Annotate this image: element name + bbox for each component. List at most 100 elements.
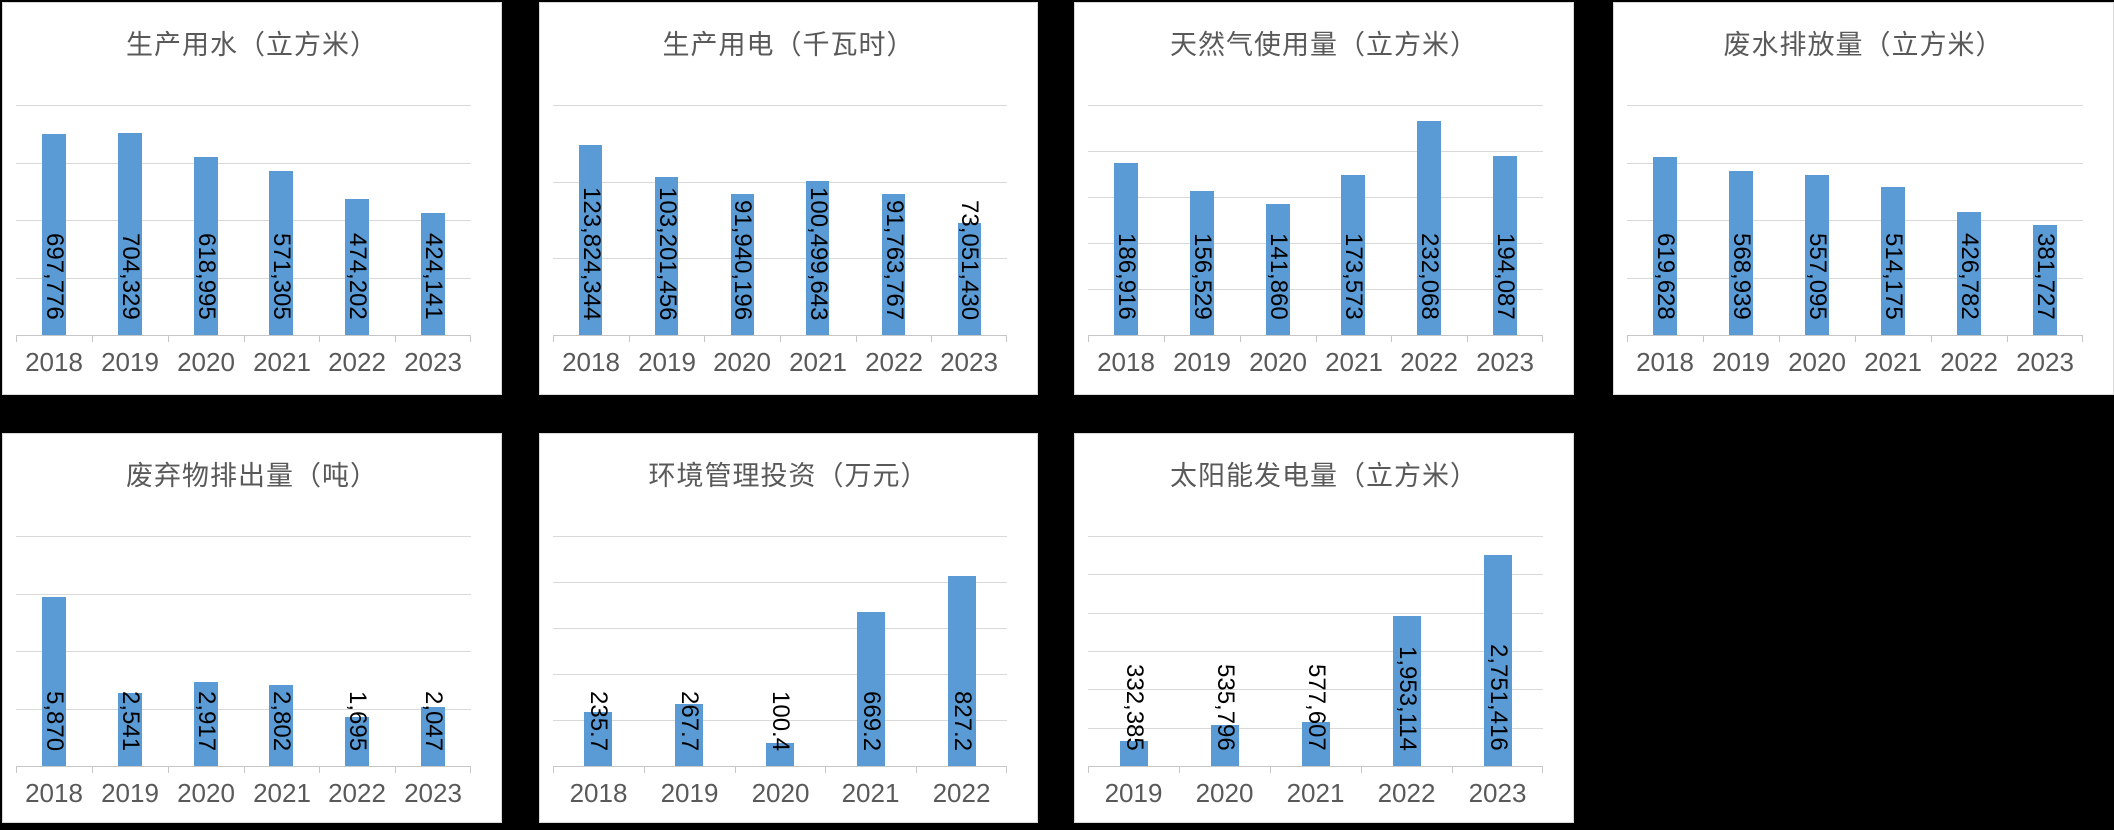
x-tick-label: 2021 [1864,347,1922,377]
axis-tick [16,335,17,342]
gridline [1088,105,1543,106]
x-tick-label: 2020 [177,778,235,808]
x-axis-labels: 2018 2019 2020 2021 2022 2023 [16,778,471,812]
x-tick-label: 2018 [1097,347,1155,377]
bar-value-label: 2,802 [268,690,295,751]
bar-value-label: 1,695 [344,690,371,751]
bar-2021 [1881,187,1905,335]
x-tick-label: 2022 [932,778,991,808]
bar-2020 [194,682,218,766]
axis-tick [92,335,93,342]
bar-2022 [948,576,976,766]
bar-value-label: 535,796 [1212,664,1239,751]
axis-tick [16,766,17,773]
chart-solar-power: 太阳能发电量（立方米） 332,385 535,796 577,607 1,953,1… [1074,433,1574,823]
gridline [1088,151,1543,152]
axis-tick [1006,766,1007,773]
axis-tick [1006,335,1007,342]
chart-title: 生产用电（千瓦时） [662,30,915,60]
bar-2020 [1266,204,1290,335]
x-tick-label: 2019 [660,778,719,808]
bar-value-label: 100.4 [767,690,794,751]
axis-tick [931,335,932,342]
bar-value-label: 103,201,456 [654,186,681,320]
bar-2020 [194,157,218,335]
bar-2023 [421,707,445,766]
axis-tick [168,766,169,773]
gridline [1088,574,1543,575]
bar-value-label: 267.7 [676,690,703,751]
x-axis-labels: 2018 2019 2020 2021 2022 [553,778,1007,812]
x-axis-labels: 2018 2019 2020 2021 2022 2023 [1627,347,2083,381]
bar-2020 [731,194,754,335]
bar-value-label: 91,940,196 [729,199,756,320]
x-tick-label: 2018 [25,778,83,808]
x-tick-label: 2022 [328,347,386,377]
chart-title: 环境管理投资（万元） [648,461,929,491]
chart-waste-output: 废弃物排出量（吨） 5,870 2,541 2,917 2,802 1,695 2,047… [2,433,502,823]
plot-area: 332,385 535,796 577,607 1,953,114 2,751,416 [1088,536,1543,773]
axis-tick [1779,335,1780,342]
bar-2018 [1653,157,1677,335]
bar-value-label: 73,051,430 [956,199,983,320]
axis-tick [168,335,169,342]
axis-tick [470,766,471,773]
gridline [16,220,471,221]
axis-tick [92,766,93,773]
axis-tick [1179,766,1180,773]
bar-2023 [2033,225,2057,335]
bar-value-label: 704,329 [117,233,144,320]
gridline [1088,289,1543,290]
gridline [1088,197,1543,198]
bar-2021 [269,171,293,335]
bar-2023 [1484,555,1512,766]
gridline [553,258,1007,259]
axis-tick [2007,335,2008,342]
axis-tick [735,766,736,773]
bar-value-label: 123,824,344 [578,186,605,320]
gridline [553,674,1007,675]
x-tick-label: 2021 [841,778,900,808]
axis-tick [1164,335,1165,342]
bar-2022 [1417,121,1441,335]
axis-tick [1931,335,1932,342]
bar-2021 [806,181,829,335]
bar-value-label: 669.2 [858,690,885,751]
axis-tick [244,766,245,773]
plot-area: 697,776 704,329 618,995 571,305 474,202 424,1… [16,105,471,342]
bar-value-label: 2,047 [420,690,447,751]
axis-tick [395,335,396,342]
gridline [16,651,471,652]
x-tick-label: 2023 [404,347,462,377]
bar-value-label: 2,917 [193,690,220,751]
bar-2019 [675,704,703,766]
bar-value-label: 424,141 [420,233,447,320]
axis-tick [780,335,781,342]
gridline [1088,651,1543,652]
axis-tick [629,335,630,342]
axis-tick [1316,335,1317,342]
axis-tick [470,335,471,342]
gridline [16,105,471,106]
chart-title: 太阳能发电量（立方米） [1170,461,1478,491]
x-tick-label: 2022 [865,347,923,377]
x-axis-labels: 2018 2019 2020 2021 2022 2023 [1088,347,1543,381]
bar-2022 [882,194,905,335]
x-tick-label: 2023 [1468,778,1527,808]
axis-tick [916,766,917,773]
bar-2018 [579,145,602,335]
x-tick-label: 2018 [25,347,83,377]
gridline [1627,278,2083,279]
x-axis-labels: 2018 2019 2020 2021 2022 2023 [553,347,1007,381]
bar-value-label: 2,541 [117,690,144,751]
bar-value-label: 514,175 [1880,233,1907,320]
bar-2019 [118,693,142,766]
gridline [1627,163,2083,164]
x-tick-label: 2021 [253,347,311,377]
chart-production-water: 生产用水（立方米） 697,776 704,329 618,995 571,305 47… [2,2,502,395]
plot-area: 235.7 267.7 100.4 669.2 827.2 [553,536,1007,773]
axis-tick [704,335,705,342]
gridline [553,105,1007,106]
x-tick-label: 2019 [101,347,159,377]
gridline [553,628,1007,629]
